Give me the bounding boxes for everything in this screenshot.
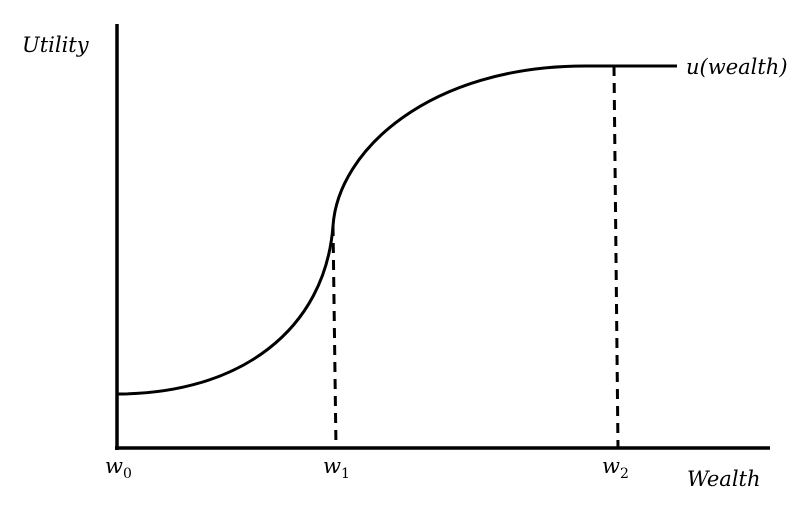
y-axis-label: Utility (22, 33, 90, 57)
utility-curve (116, 64, 677, 396)
x-axis-label: Wealth (687, 467, 761, 491)
tick-label-w2: w2 (602, 454, 629, 482)
tick-label-w1: w1 (323, 454, 350, 482)
dashed-line-w2 (612, 65, 620, 449)
curve-label: u(wealth) (686, 55, 788, 79)
tick-label-w0: w0 (105, 454, 132, 482)
dashed-line-w1 (331, 225, 338, 449)
